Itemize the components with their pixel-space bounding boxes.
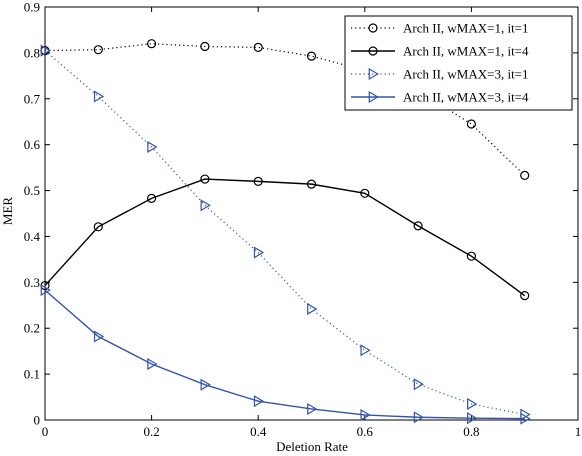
series-1-point bbox=[306, 51, 317, 61]
series-1-line bbox=[44, 43, 526, 176]
y-tick-label: 0.8 bbox=[24, 45, 40, 60]
series-2-point bbox=[413, 221, 423, 231]
series-2-point bbox=[93, 222, 103, 232]
x-tick-label: 0.8 bbox=[463, 424, 479, 439]
legend-item-2: Arch II, wMAX=1, it=4 bbox=[351, 44, 529, 59]
series-2-point bbox=[253, 176, 263, 186]
series-3-point bbox=[360, 344, 371, 357]
series-4-point bbox=[147, 357, 158, 371]
y-tick-label: 0.9 bbox=[24, 0, 40, 15]
series-1-point bbox=[147, 39, 157, 49]
x-axis-label: Deletion Rate bbox=[276, 439, 348, 454]
y-tick-label: 0.2 bbox=[24, 321, 40, 336]
series-4-line bbox=[44, 289, 525, 420]
legend-item-3: Arch II, wMAX=3, it=1 bbox=[351, 67, 529, 82]
y-axis-label: MER bbox=[0, 197, 15, 226]
series-3-point bbox=[253, 246, 265, 259]
series-4-point bbox=[520, 412, 531, 425]
legend-swatch-marker bbox=[368, 23, 378, 33]
y-tick-label: 0 bbox=[34, 413, 41, 428]
legend-item-4: Arch II, wMAX=3, it=4 bbox=[351, 90, 529, 105]
series-3-line bbox=[44, 50, 525, 416]
series-4-point bbox=[360, 408, 371, 422]
series-2-point bbox=[147, 193, 157, 203]
y-tick-label: 0.7 bbox=[24, 91, 41, 106]
x-tick-label: 0.2 bbox=[143, 424, 159, 439]
series-4-point bbox=[40, 284, 51, 297]
x-tick-label: 0.4 bbox=[250, 424, 267, 439]
series-2-point bbox=[520, 291, 530, 301]
series-4-point bbox=[307, 402, 318, 416]
y-tick-label: 0.6 bbox=[24, 137, 41, 152]
legend-label: Arch II, wMAX=3, it=1 bbox=[403, 67, 529, 82]
series-1-point bbox=[200, 41, 210, 52]
legend-label: Arch II, wMAX=1, it=4 bbox=[403, 44, 529, 59]
series-3-point bbox=[307, 302, 318, 315]
series-1-point bbox=[466, 119, 476, 129]
legend-swatch-marker bbox=[368, 90, 379, 104]
series-2-point bbox=[306, 179, 317, 189]
series-3-point bbox=[413, 378, 425, 391]
series-2-point bbox=[466, 251, 476, 261]
series-1-point bbox=[93, 45, 103, 55]
y-tick-label: 0.3 bbox=[24, 275, 40, 290]
series-4-point bbox=[253, 395, 265, 408]
series-2 bbox=[40, 174, 530, 301]
series-4 bbox=[40, 284, 531, 425]
legend: Arch II, wMAX=1, it=1 Arch II, wMAX=1, it… bbox=[344, 15, 573, 111]
series-1-point bbox=[520, 170, 530, 181]
series-2-point bbox=[360, 188, 370, 198]
series-3-point bbox=[467, 397, 478, 410]
y-tick-label: 0.1 bbox=[24, 367, 40, 382]
series-1-point bbox=[253, 42, 263, 52]
series-2-line bbox=[44, 178, 526, 297]
y-tick-label: 0.5 bbox=[24, 183, 40, 198]
series-3-point bbox=[40, 44, 51, 57]
series-2-point bbox=[200, 174, 210, 184]
series-4-point bbox=[413, 411, 425, 424]
legend-label: Arch II, wMAX=1, it=1 bbox=[403, 21, 529, 36]
x-tick-label: 0 bbox=[42, 424, 49, 439]
series-4-point bbox=[200, 378, 211, 391]
series-3 bbox=[40, 44, 531, 421]
legend-label: Arch II, wMAX=3, it=4 bbox=[403, 90, 529, 105]
series-3-point bbox=[147, 140, 158, 154]
legend-swatch-marker bbox=[368, 46, 378, 56]
legend-swatch-marker bbox=[368, 67, 379, 81]
series-4-point bbox=[93, 330, 105, 343]
x-tick-label: 0.6 bbox=[357, 424, 374, 439]
series-3-point bbox=[200, 199, 211, 212]
y-tick-label: 0.4 bbox=[24, 229, 41, 244]
legend-item-1: Arch II, wMAX=1, it=1 bbox=[351, 21, 529, 36]
legend-box bbox=[344, 15, 573, 111]
series-3-point bbox=[93, 90, 105, 103]
x-tick-label: 1 bbox=[575, 424, 582, 439]
series-4-point bbox=[467, 412, 478, 425]
